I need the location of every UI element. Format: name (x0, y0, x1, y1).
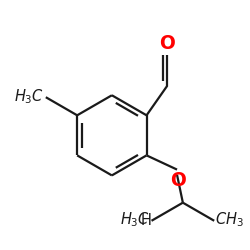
Text: O: O (160, 34, 175, 53)
Text: O: O (170, 171, 186, 190)
Text: $H_3C$: $H_3C$ (120, 211, 150, 229)
Text: H: H (141, 213, 152, 228)
Text: $H_3C$: $H_3C$ (14, 87, 44, 106)
Text: $CH_3$: $CH_3$ (216, 211, 244, 229)
